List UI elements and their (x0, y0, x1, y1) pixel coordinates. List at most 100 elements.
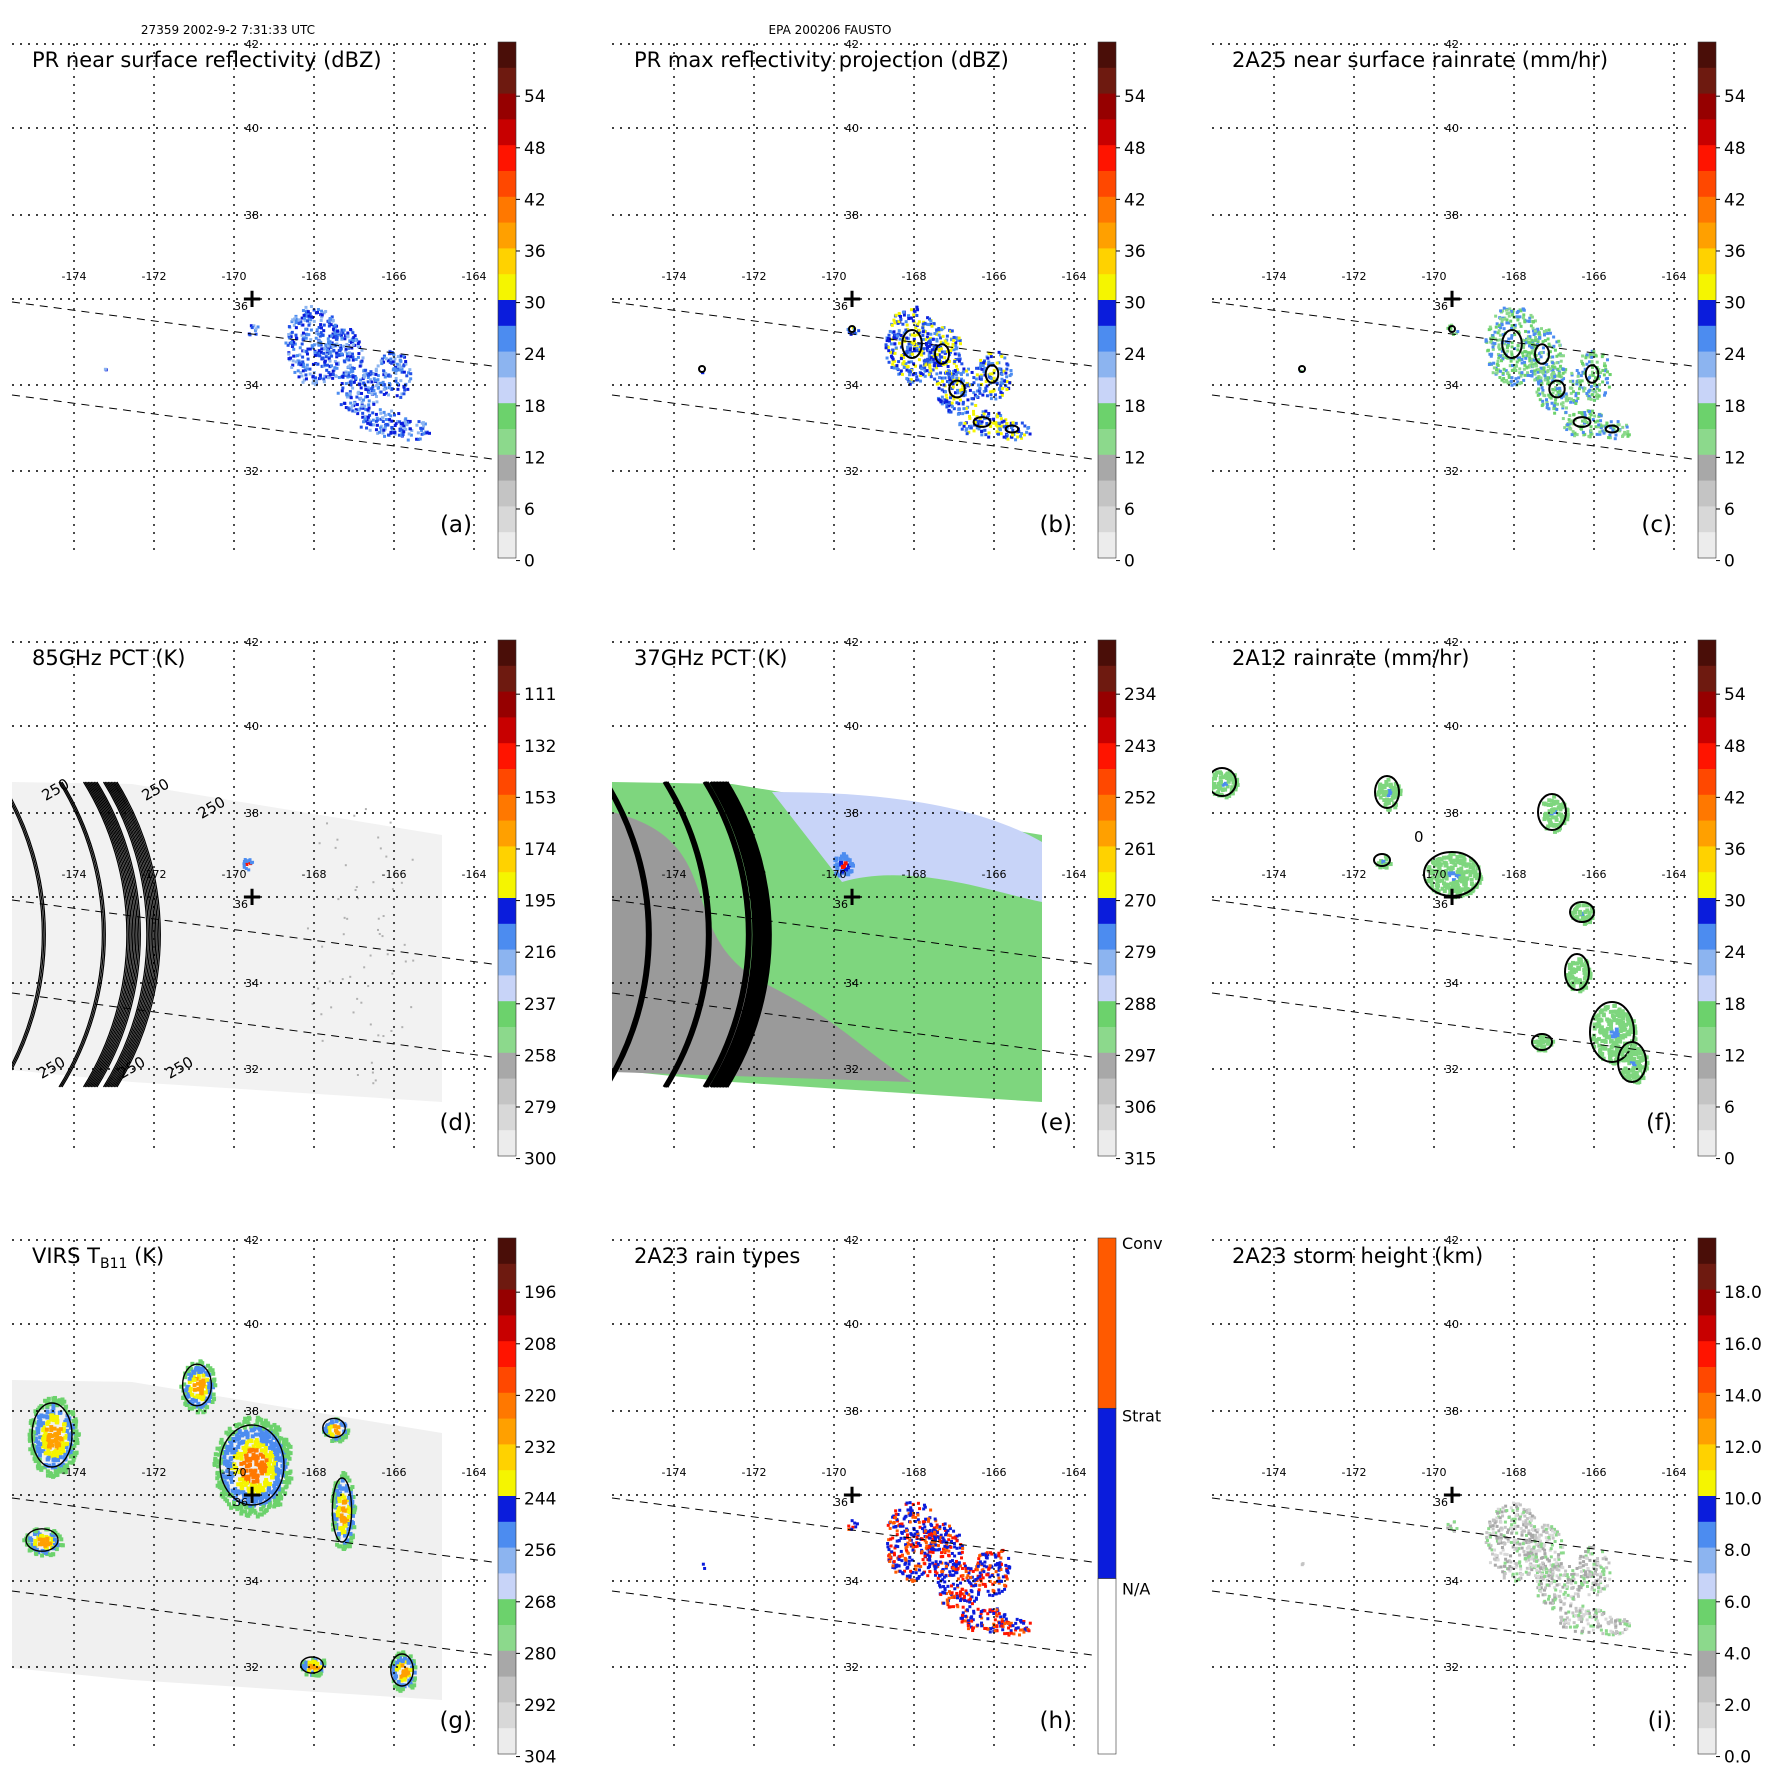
data-cell (1459, 879, 1464, 884)
data-cell (334, 1419, 339, 1424)
data-cell (1558, 343, 1562, 347)
lon-tick-label: -170 (822, 868, 847, 881)
data-cell (1614, 1027, 1619, 1032)
data-cell (1608, 1009, 1613, 1014)
data-cell (1601, 353, 1605, 357)
data-cell (211, 1371, 216, 1376)
data-cell (972, 376, 976, 380)
data-cell (411, 858, 414, 861)
data-cell (1376, 861, 1381, 866)
data-cell (1430, 868, 1435, 873)
data-cell (30, 1451, 35, 1456)
data-cell (961, 384, 965, 388)
data-cell (906, 345, 910, 349)
data-cell (232, 1500, 237, 1505)
data-cell (1020, 431, 1024, 435)
data-cell (229, 1448, 234, 1453)
data-cell (52, 1426, 57, 1431)
data-cell (330, 334, 334, 338)
data-cell (1591, 353, 1595, 357)
data-cell (381, 416, 385, 420)
data-cell (1632, 1062, 1637, 1067)
data-cell (312, 308, 316, 312)
data-cell (267, 1481, 272, 1486)
data-cell (1513, 368, 1517, 372)
data-cell (188, 1389, 193, 1394)
data-cell (894, 346, 898, 350)
data-cell (939, 355, 943, 359)
data-cell (198, 1366, 203, 1371)
data-cell (260, 1471, 265, 1476)
data-cell (999, 381, 1003, 385)
data-cell (847, 330, 851, 334)
data-cell (372, 1082, 375, 1085)
data-cell (1626, 1053, 1631, 1058)
data-cell (271, 1446, 276, 1451)
data-cell (1587, 397, 1591, 401)
data-cell (305, 333, 309, 337)
data-cell (939, 345, 943, 349)
data-cell (1528, 359, 1532, 363)
data-cell (1506, 344, 1510, 348)
data-cell (1449, 859, 1454, 864)
data-cell (381, 380, 385, 384)
data-cell (382, 392, 386, 396)
data-cell (943, 401, 947, 405)
data-cell (393, 367, 397, 371)
data-cell (57, 1451, 62, 1456)
colorbar-segment (498, 1001, 516, 1028)
data-cell (1600, 1038, 1605, 1043)
colorbar-segment (498, 196, 516, 224)
data-cell (1603, 364, 1607, 368)
data-cell (1510, 341, 1514, 345)
data-cell (254, 1499, 259, 1504)
data-cell (1639, 1048, 1644, 1053)
data-cell (398, 368, 402, 372)
data-cell (207, 1368, 212, 1373)
data-cell (1527, 330, 1531, 334)
data-cell (955, 337, 959, 341)
data-cell (362, 398, 366, 402)
data-cell (962, 394, 966, 398)
data-cell (57, 1443, 62, 1448)
data-cell (345, 343, 349, 347)
data-cell (348, 392, 352, 396)
data-cell (275, 1454, 280, 1459)
data-cell (305, 363, 309, 367)
data-cell (1577, 371, 1581, 375)
colorbar-segment (498, 769, 516, 796)
data-cell (949, 396, 953, 400)
data-cell (364, 368, 368, 372)
data-cell (382, 915, 385, 918)
data-cell (1542, 333, 1546, 337)
data-cell (316, 308, 320, 312)
data-cell (1536, 340, 1540, 344)
data-cell (351, 369, 355, 373)
data-cell (360, 404, 364, 408)
data-cell (252, 1508, 257, 1513)
data-cell (266, 1453, 271, 1458)
data-cell (999, 384, 1003, 388)
data-cell (1588, 920, 1593, 925)
data-cell (1631, 1049, 1636, 1054)
data-cell (1449, 887, 1454, 892)
data-cell (255, 1477, 260, 1482)
data-cell (225, 1462, 230, 1467)
data-cell (929, 356, 933, 360)
data-cell (909, 308, 913, 312)
data-cell (291, 343, 295, 347)
data-cell (1556, 812, 1561, 817)
data-cell (975, 415, 979, 419)
data-cell (307, 314, 311, 318)
data-cell (239, 1461, 244, 1466)
data-cell (379, 847, 382, 850)
data-cell (981, 364, 985, 368)
colorbar-tick-label: 174 (524, 840, 556, 860)
data-cell (1594, 1024, 1599, 1029)
data-cell (1555, 374, 1559, 378)
data-cell (983, 428, 987, 432)
data-cell (942, 383, 946, 387)
data-cell (1582, 921, 1587, 926)
data-cell (264, 1429, 269, 1434)
data-cell (1526, 371, 1530, 375)
